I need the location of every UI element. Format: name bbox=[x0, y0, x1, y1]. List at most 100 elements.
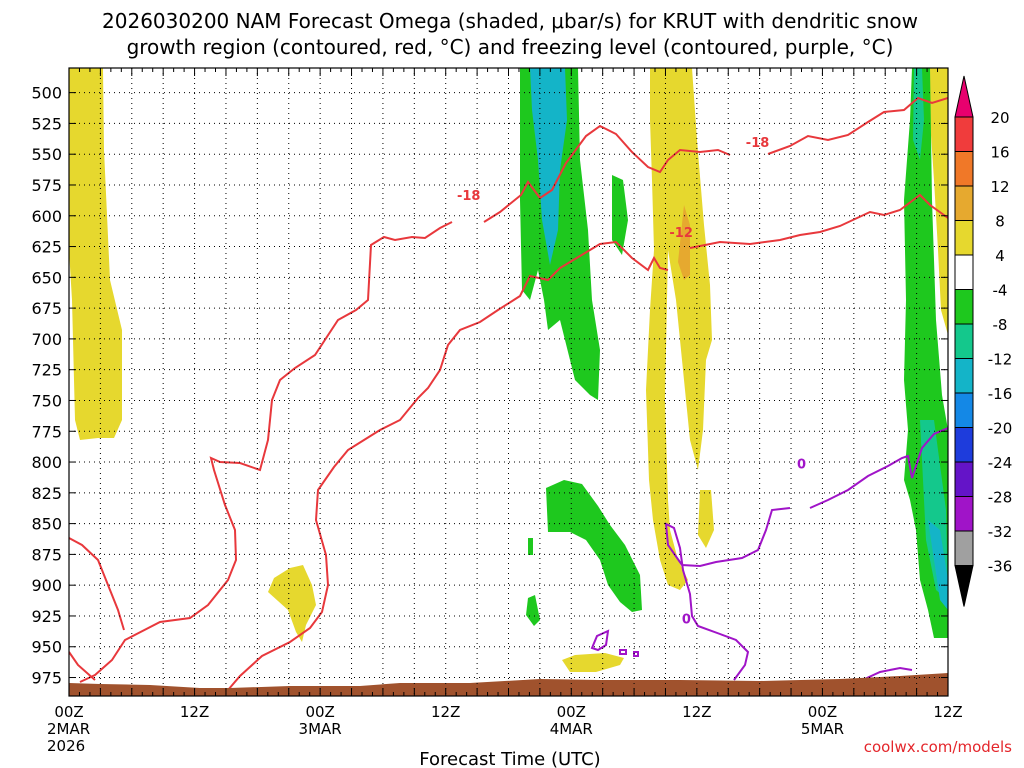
omega-shading bbox=[69, 68, 948, 672]
omega-negative-region bbox=[528, 538, 533, 555]
y-tick-label: 725 bbox=[31, 361, 62, 380]
y-tick-label: 825 bbox=[31, 484, 62, 503]
x-tick-label: 00Z bbox=[305, 703, 334, 721]
colorbar-swatch bbox=[954, 185, 974, 221]
x-tick-label: 4MAR bbox=[550, 720, 593, 738]
colorbar-swatch bbox=[954, 496, 974, 532]
x-axis-title: Forecast Time (UTC) bbox=[419, 749, 600, 768]
contour-label: -12 bbox=[669, 226, 693, 241]
y-tick-label: 675 bbox=[31, 299, 62, 318]
freezing-level-contours bbox=[590, 427, 948, 684]
omega-negative-region bbox=[526, 595, 540, 626]
y-tick-label: 550 bbox=[31, 145, 62, 164]
y-tick-label: 850 bbox=[31, 515, 62, 534]
x-tick-label: 3MAR bbox=[299, 720, 342, 738]
colorbar-label: 4 bbox=[995, 247, 1005, 265]
x-tick-label: 00Z bbox=[557, 703, 586, 721]
dgz-contour-minus12 bbox=[69, 651, 96, 681]
y-tick-label: 750 bbox=[31, 391, 62, 410]
omega-positive-region bbox=[69, 68, 122, 440]
x-tick-label: 12Z bbox=[180, 703, 209, 721]
omega-negative-region bbox=[546, 480, 642, 612]
y-tick-label: 700 bbox=[31, 330, 62, 349]
omega-negative-region bbox=[612, 175, 628, 255]
colorbar-label: -28 bbox=[988, 489, 1013, 507]
colorbar-label: -32 bbox=[988, 523, 1013, 541]
colorbar-swatch bbox=[954, 427, 974, 463]
y-tick-label: 800 bbox=[31, 453, 62, 472]
dgz-contour-minus18 bbox=[483, 124, 731, 223]
colorbar-label: 8 bbox=[995, 213, 1005, 231]
title-line-1: 2026030200 NAM Forecast Omega (shaded, μ… bbox=[102, 9, 918, 33]
plot-area bbox=[69, 68, 948, 696]
y-tick-label: 625 bbox=[31, 238, 62, 257]
colorbar-swatch bbox=[954, 461, 974, 497]
colorbar-label: -20 bbox=[988, 420, 1013, 438]
y-tick-label: 525 bbox=[31, 114, 62, 133]
y-tick-label: 975 bbox=[31, 669, 62, 688]
freezing-level-contour bbox=[809, 427, 948, 509]
x-tick-label: 5MAR bbox=[801, 720, 844, 738]
colorbar-label: 12 bbox=[990, 178, 1009, 196]
omega-positive-region bbox=[930, 68, 948, 335]
x-tick-label: 12Z bbox=[431, 703, 460, 721]
omega-positive-region bbox=[678, 205, 690, 280]
colorbar-label: -16 bbox=[988, 385, 1013, 403]
dgz-contours bbox=[69, 96, 948, 691]
contour-label: -18 bbox=[457, 189, 481, 204]
y-axis: 500 525 550 575 600 625 650 675 700 725 750 775 800 8… bbox=[31, 84, 948, 688]
y-tick-label: 575 bbox=[31, 176, 62, 195]
x-tick-label: 12Z bbox=[682, 703, 711, 721]
colorbar-swatch bbox=[954, 254, 974, 290]
colorbar-label: -8 bbox=[993, 316, 1008, 334]
colorbar-label: 20 bbox=[990, 109, 1009, 127]
y-tick-label: 925 bbox=[31, 607, 62, 626]
y-tick-label: 900 bbox=[31, 576, 62, 595]
freezing-level-contour bbox=[664, 507, 791, 681]
dgz-contour-minus18 bbox=[767, 96, 948, 155]
dgz-contour-minus18 bbox=[79, 221, 453, 683]
omega-negative-region bbox=[928, 520, 948, 610]
omega-positive-region bbox=[698, 490, 714, 548]
colorbar-swatch bbox=[954, 323, 974, 359]
omega-negative-region bbox=[913, 68, 924, 160]
contour-label: 0 bbox=[682, 612, 691, 627]
contour-label: 0 bbox=[797, 457, 806, 472]
colorbar-arrow-top bbox=[954, 75, 974, 118]
colorbar-swatch bbox=[954, 116, 974, 152]
colorbar-label: -4 bbox=[993, 282, 1008, 300]
freezing-level-contour bbox=[633, 651, 639, 657]
contour-labels: -18 -18 -12 0 0 bbox=[457, 136, 806, 628]
omega-positive-region bbox=[646, 68, 712, 590]
colorbar: 20 16 12 8 4 -4 -8 -12 -16 -20 -24 -28 -32 -36 bbox=[954, 75, 1013, 607]
colorbar-swatch bbox=[954, 530, 974, 566]
dgz-contour-minus12 bbox=[227, 240, 669, 691]
omega-negative-region bbox=[530, 68, 567, 265]
x-tick-label: 00Z bbox=[808, 703, 837, 721]
contour-label: -18 bbox=[746, 136, 770, 151]
y-tick-label: 950 bbox=[31, 638, 62, 657]
colorbar-swatch bbox=[954, 151, 974, 187]
freezing-level-contour bbox=[855, 666, 913, 684]
y-tick-label: 600 bbox=[31, 207, 62, 226]
colorbar-swatch bbox=[954, 289, 974, 325]
colorbar-label: 16 bbox=[990, 144, 1009, 162]
omega-positive-region bbox=[268, 565, 316, 642]
freezing-level-contour bbox=[619, 649, 627, 655]
y-tick-label: 500 bbox=[31, 84, 62, 103]
y-tick-label: 775 bbox=[31, 422, 62, 441]
y-tick-label: 650 bbox=[31, 268, 62, 287]
credit-text: coolwx.com/models bbox=[864, 738, 1012, 756]
colorbar-swatch bbox=[954, 358, 974, 394]
y-tick-label: 875 bbox=[31, 545, 62, 564]
colorbar-swatch bbox=[954, 220, 974, 256]
freezing-level-contour bbox=[590, 629, 610, 652]
x-tick-label: 00Z bbox=[54, 703, 83, 721]
x-tick-label: 2026 bbox=[47, 737, 85, 755]
dgz-contour-minus12 bbox=[689, 193, 948, 249]
colorbar-arrow-bottom bbox=[954, 565, 974, 607]
title-line-2: growth region (contoured, red, °C) and f… bbox=[127, 35, 894, 59]
omega-positive-region bbox=[562, 653, 624, 672]
